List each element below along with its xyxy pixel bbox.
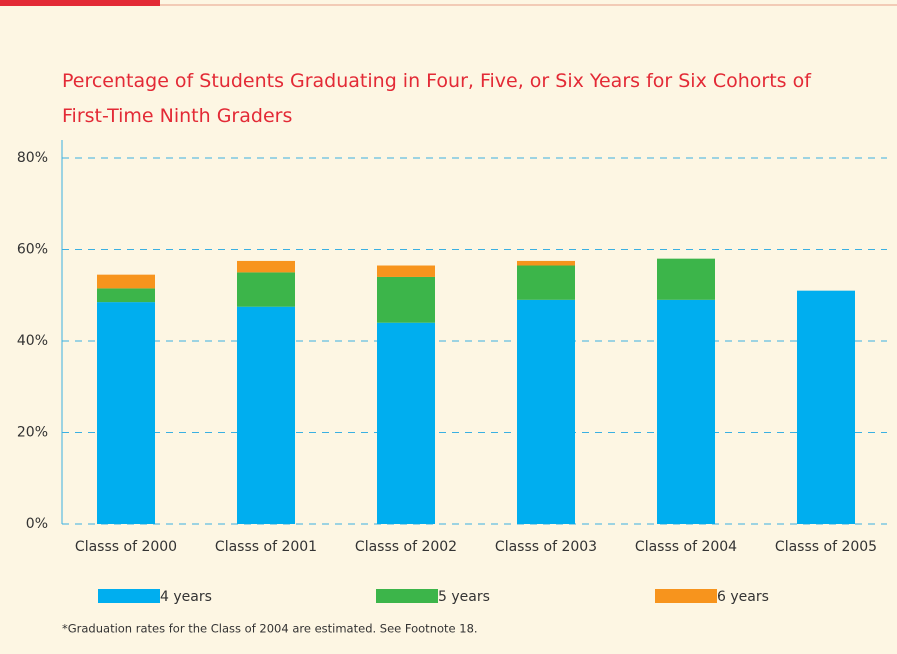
y-tick-label: 80% (17, 150, 48, 166)
y-tick-label: 20% (17, 425, 48, 441)
bar-segment (517, 260, 575, 266)
bar-segment (657, 299, 715, 524)
bar-segment (377, 276, 435, 323)
x-tick-label: Classs of 2005 (775, 539, 877, 555)
legend-swatch (98, 589, 160, 603)
bar-segment (377, 322, 435, 524)
y-tick-label: 60% (17, 242, 48, 258)
x-tick-label: Classs of 2004 (635, 539, 737, 555)
legend-swatch (655, 589, 717, 603)
bar-segment (517, 299, 575, 524)
legend-label: 5 years (438, 589, 490, 605)
legend-label: 4 years (160, 589, 212, 605)
footnote: *Graduation rates for the Class of 2004 … (62, 622, 478, 636)
bar-segment (377, 265, 435, 277)
header-accent (0, 0, 160, 6)
y-tick-label: 0% (26, 516, 48, 532)
x-tick-label: Classs of 2003 (495, 539, 597, 555)
x-tick-label: Classs of 2002 (355, 539, 457, 555)
legend-label: 6 years (717, 589, 769, 605)
x-tick-label: Classs of 2000 (75, 539, 177, 555)
bar-segment (237, 272, 295, 307)
chart-title: Percentage of Students Graduating in Fou… (62, 70, 811, 127)
bar-segment (797, 290, 855, 524)
x-tick-label: Classs of 2001 (215, 539, 317, 555)
bar-segment (237, 260, 295, 273)
bar-segment (97, 288, 155, 303)
bar-segment (237, 306, 295, 524)
y-tick-label: 40% (17, 333, 48, 349)
bar-segment (657, 258, 715, 300)
legend-swatch (376, 589, 438, 603)
bar-segment (97, 302, 155, 524)
bar-segment (517, 265, 575, 300)
bar-segment (97, 274, 155, 289)
